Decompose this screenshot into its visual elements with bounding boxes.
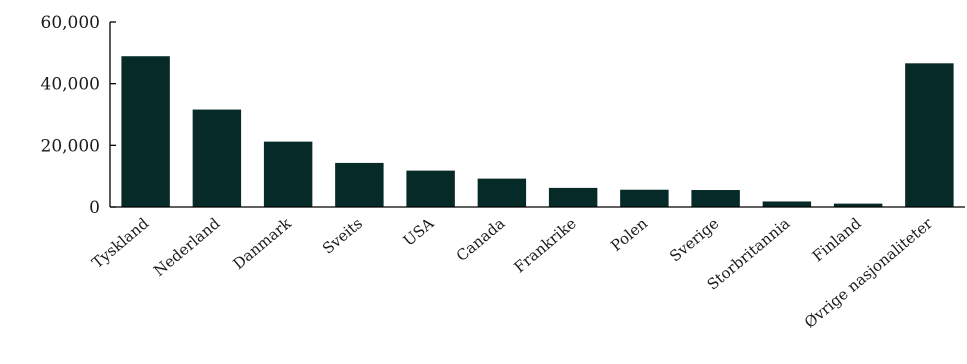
- bar: [620, 189, 669, 207]
- bar: [121, 56, 170, 207]
- x-tick-label: Sverige: [666, 214, 722, 265]
- bar: [905, 63, 954, 207]
- bar: [691, 190, 740, 207]
- bars: [121, 56, 954, 207]
- x-tick-label: Øvrige nasjonaliteter: [801, 214, 937, 332]
- bar: [335, 162, 384, 207]
- x-tick-label: Finland: [809, 214, 865, 265]
- y-tick-label: 60,000: [41, 13, 100, 33]
- bar: [263, 141, 313, 207]
- x-tick-label: Sveits: [319, 214, 366, 257]
- x-tick-label: Canada: [453, 214, 509, 265]
- bar: [477, 178, 527, 207]
- y-tick-label: 40,000: [41, 75, 100, 95]
- x-tick-label: Frankrike: [511, 214, 580, 276]
- bar: [833, 203, 883, 207]
- bar: [406, 170, 455, 207]
- bar: [762, 201, 812, 207]
- x-tick-label: Nederland: [150, 214, 224, 280]
- y-axis: 0 20,000 40,000 60,000: [41, 13, 116, 218]
- x-tick-label: Danmark: [229, 214, 295, 273]
- bar: [548, 187, 598, 207]
- y-tick-label: 20,000: [41, 136, 100, 156]
- bar: [192, 109, 242, 207]
- x-tick-label: Tyskland: [88, 214, 152, 272]
- x-tick-label: USA: [400, 214, 438, 250]
- y-tick-label: 0: [89, 198, 100, 218]
- x-tick-label: Polen: [607, 214, 651, 255]
